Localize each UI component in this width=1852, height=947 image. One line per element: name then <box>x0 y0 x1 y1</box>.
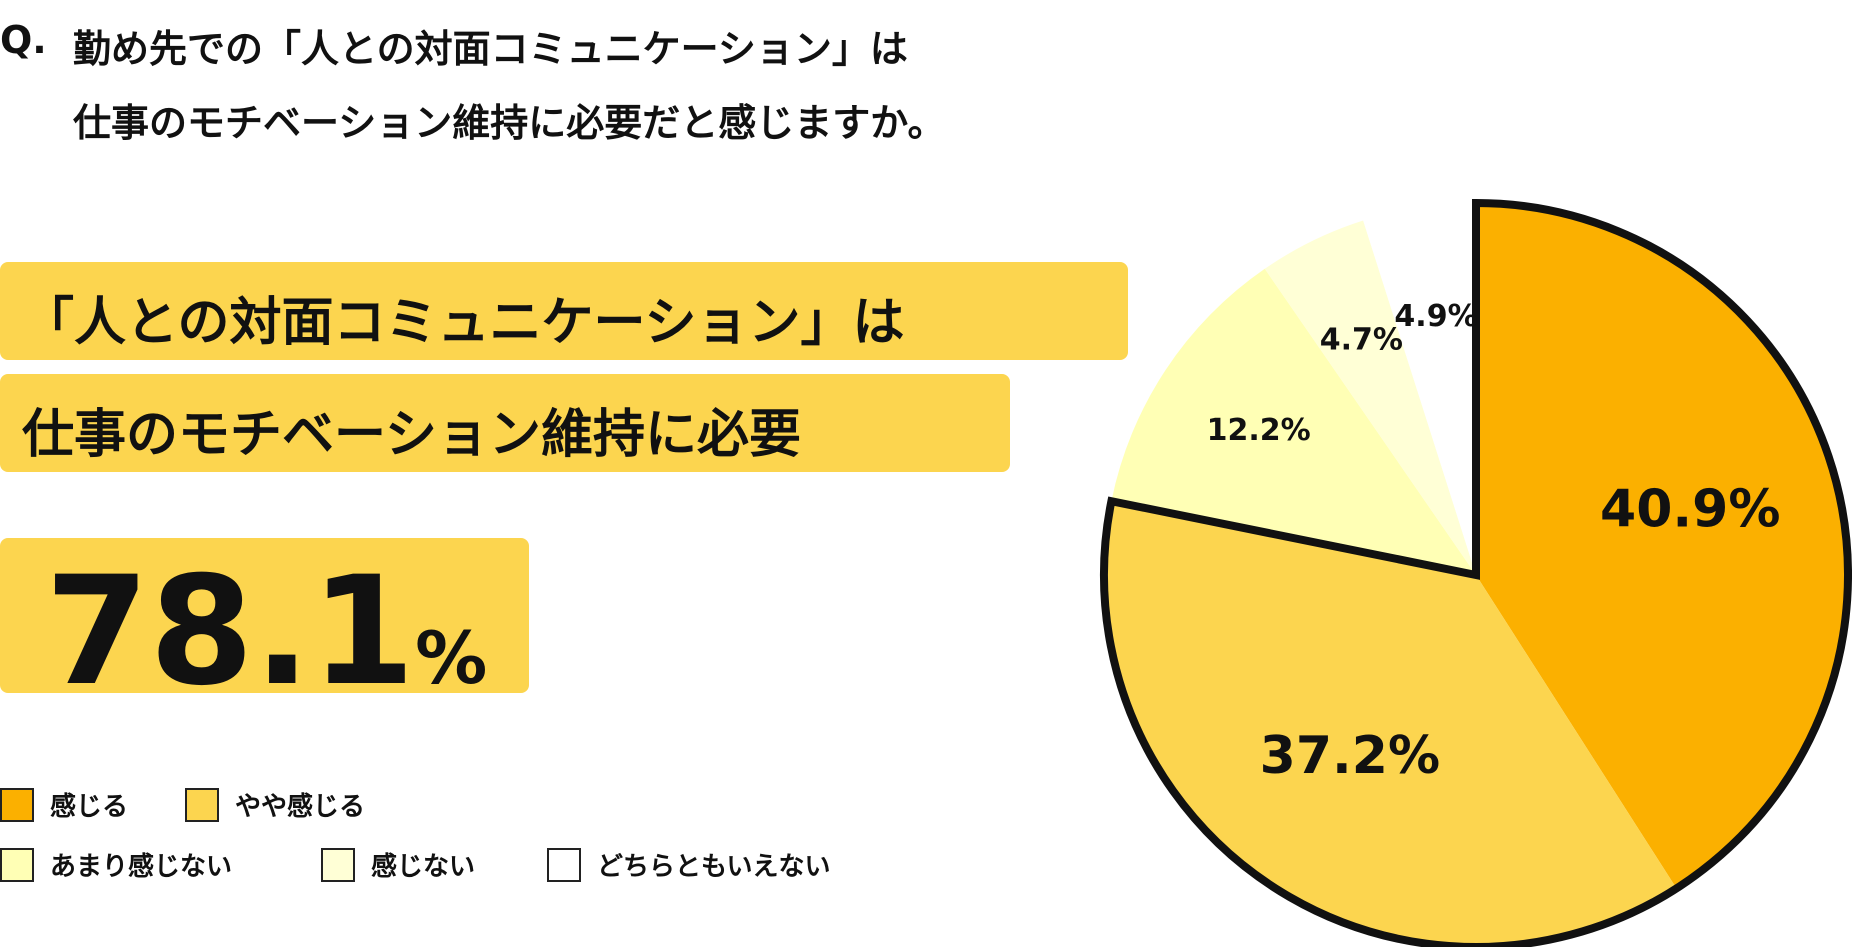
pie-slice <box>1111 268 1476 575</box>
legend-swatch <box>0 847 34 882</box>
headline-line: 「人との対面コミュニケーション」は <box>22 293 905 353</box>
headline-figure: 78.1% <box>45 545 487 719</box>
data-label: 4.9% <box>1394 299 1477 334</box>
legend-label: やや感じる <box>235 792 366 822</box>
data-label: 37.2% <box>1260 726 1440 786</box>
legend-swatch <box>185 787 219 822</box>
legend-label: どちらともいえない <box>597 852 831 882</box>
highlight-box <box>0 374 1010 472</box>
headline-unit: % <box>415 616 488 700</box>
data-label: 4.7% <box>1320 323 1403 358</box>
legend-item: やや感じる <box>185 786 365 823</box>
highlight-box <box>0 262 1128 360</box>
legend-swatch <box>321 847 355 882</box>
question-prefix: Q. <box>0 18 47 62</box>
pie-slice <box>1104 501 1677 947</box>
legend-item: 感じない <box>321 846 475 883</box>
question-line: 仕事のモチベーション維持に必要だと感じますか。 <box>73 101 946 145</box>
data-label: 40.9% <box>1600 479 1780 539</box>
legend-item: どちらともいえない <box>547 846 830 883</box>
highlight-outline <box>1100 198 1852 947</box>
pie-slice <box>1363 203 1476 575</box>
legend-swatch <box>0 787 34 822</box>
pie-slice <box>1476 203 1848 889</box>
pie-slice <box>1264 220 1476 576</box>
question-line: 勤め先での「人との対面コミュニケーション」は <box>73 27 908 71</box>
highlight-box <box>0 538 529 693</box>
legend-label: 感じない <box>371 852 476 882</box>
headline-number: 78.1 <box>45 545 416 719</box>
legend-item: 感じる <box>0 786 128 823</box>
legend-label: あまり感じない <box>50 852 233 882</box>
headline-line: 仕事のモチベーション維持に必要 <box>22 405 801 465</box>
data-label: 12.2% <box>1207 413 1311 448</box>
legend-label: 感じる <box>50 792 129 822</box>
legend-swatch <box>547 847 581 882</box>
legend-item: あまり感じない <box>0 846 232 883</box>
